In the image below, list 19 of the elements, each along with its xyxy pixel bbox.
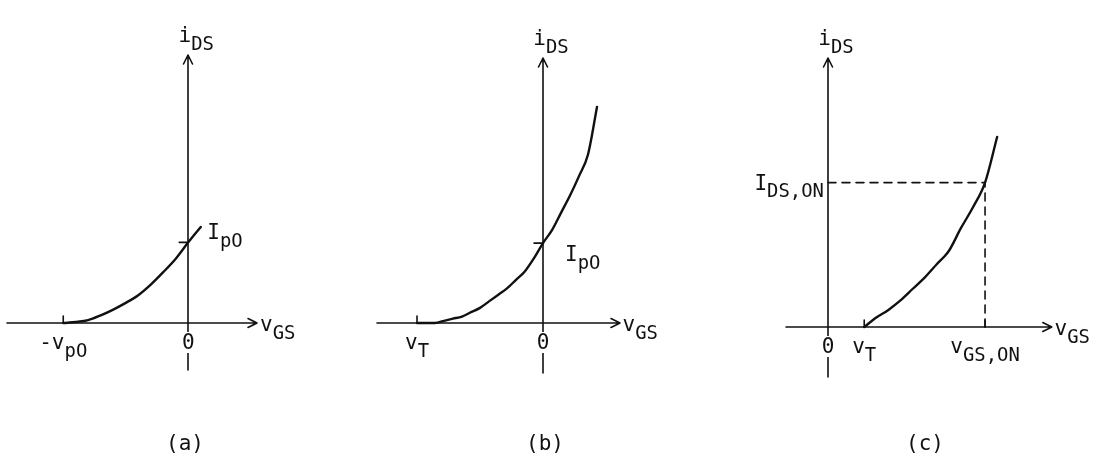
text: (c): [906, 430, 944, 455]
y-axis-title: i$_{DS}$: [533, 26, 569, 57]
x-tick-label: v$_{GS,ON}$: [950, 334, 1020, 365]
y-axis-title: i$_{DS}$: [178, 23, 214, 54]
x-axis-title: v$_{GS}$: [260, 312, 296, 343]
x-tick-label: 0: [180, 330, 196, 354]
ref-line-label: I$_{DS,ON}$: [754, 170, 824, 201]
x-axis-title: v$_{GS}$: [1054, 316, 1090, 347]
x-tick-label: 0: [820, 334, 836, 358]
x-tick-label: v$_{T}$: [404, 330, 430, 361]
annotation: I$_{pO}$: [207, 219, 243, 251]
x-axis-title: v$_{GS}$: [622, 312, 658, 343]
text: (a): [166, 430, 204, 455]
x-tick-label: 0: [535, 330, 551, 354]
text: (b): [526, 430, 564, 455]
x-tick-label: -v$_{pO}$: [39, 330, 88, 361]
annotation: I$_{pO}$: [565, 241, 601, 273]
y-axis-title: i$_{DS}$: [818, 26, 854, 57]
x-tick-label: v$_{T}$: [852, 334, 877, 365]
